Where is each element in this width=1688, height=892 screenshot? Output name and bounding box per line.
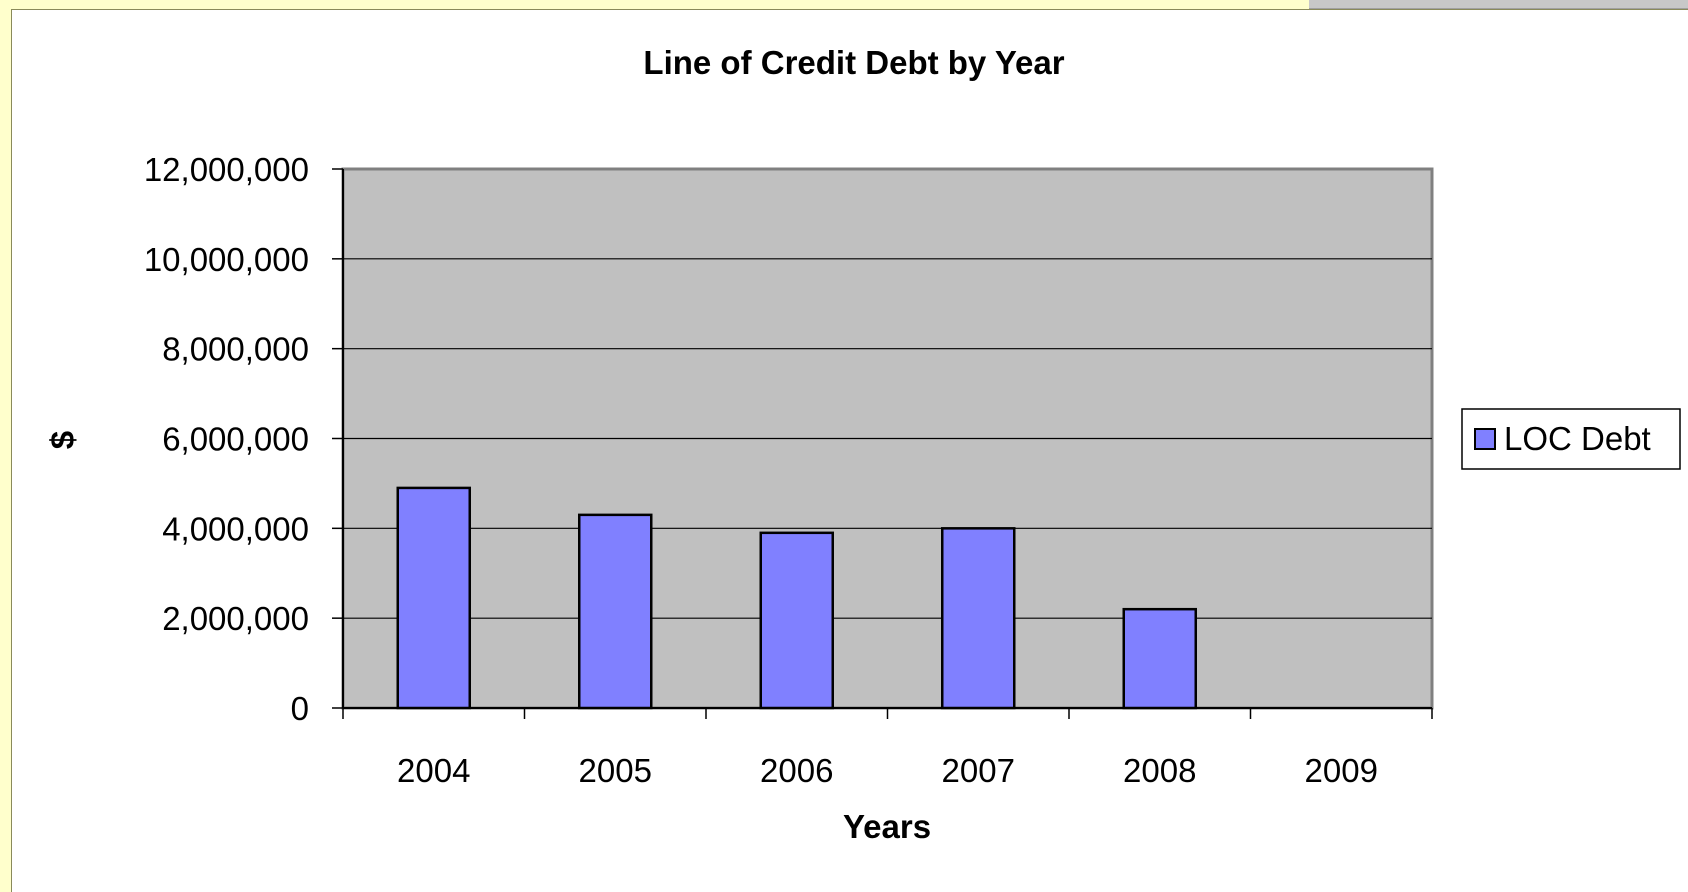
y-tick-label: 8,000,000 [162, 331, 309, 368]
y-tick-label: 2,000,000 [162, 600, 309, 637]
x-tick-label: 2008 [1123, 752, 1196, 789]
y-tick-label: 4,000,000 [162, 510, 309, 547]
bar-2008 [1122, 607, 1197, 710]
chart-svg: Line of Credit Debt by Year 0 2,000,000 4,… [44, 44, 1681, 845]
gridlines [343, 258, 1432, 619]
x-tick-label: 2006 [760, 752, 833, 789]
bar-2005 [578, 513, 653, 710]
legend-label-loc-debt: LOC Debt [1504, 420, 1651, 457]
y-tick-label: 0 [291, 690, 309, 727]
chart-area: Line of Credit Debt by Year 0 2,000,000 4,… [11, 9, 1688, 892]
bar-2004 [396, 486, 471, 710]
x-tick-labels: 2004 2005 2006 2007 2008 2009 [397, 752, 1378, 789]
y-tick-label: 12,000,000 [144, 151, 309, 188]
y-axis-title: $ [44, 431, 81, 449]
y-tick-labels: 0 2,000,000 4,000,000 6,000,000 8,000,000 10,… [144, 151, 309, 727]
axes [332, 168, 1433, 719]
bars [396, 486, 1197, 710]
legend-box [1461, 408, 1681, 470]
x-tick-label: 2005 [579, 752, 652, 789]
y-tick-label: 6,000,000 [162, 421, 309, 458]
legend: LOC Debt [1461, 408, 1681, 470]
legend-swatch-loc-debt [1474, 428, 1496, 450]
bar-2006 [759, 531, 834, 710]
x-tick-label: 2004 [397, 752, 470, 789]
x-axis-title: Years [843, 808, 931, 845]
top-right-bar [1309, 0, 1688, 9]
x-tick-label: 2007 [942, 752, 1015, 789]
x-tick-label: 2009 [1305, 752, 1378, 789]
y-tick-label: 10,000,000 [144, 241, 309, 278]
bar-2007 [941, 527, 1016, 710]
chart-title: Line of Credit Debt by Year [643, 44, 1064, 81]
